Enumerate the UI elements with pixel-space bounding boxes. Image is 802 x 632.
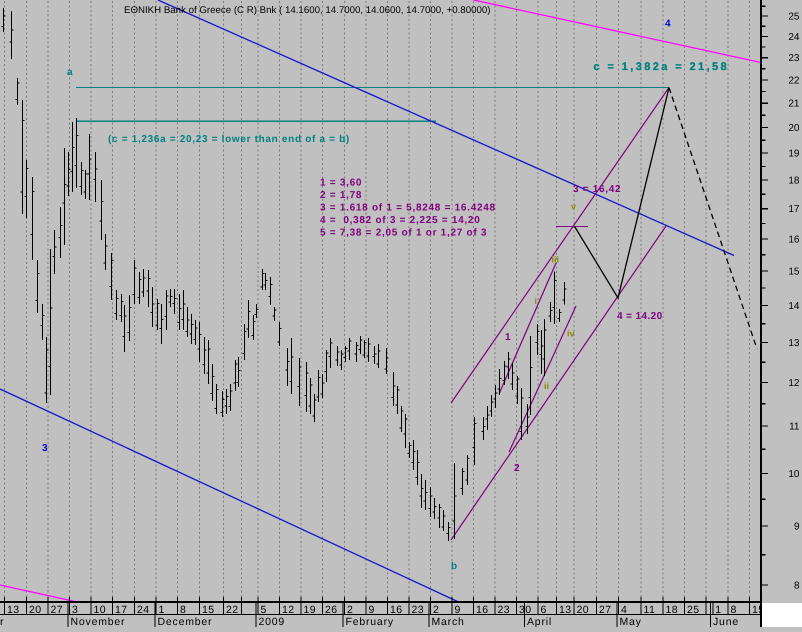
svg-text:11: 11 [644,604,656,616]
svg-text:April: April [527,616,552,627]
svg-text:26: 26 [325,604,337,616]
svg-text:b: b [451,561,457,572]
svg-text:8: 8 [794,580,800,591]
svg-text:19: 19 [304,604,316,616]
svg-text:27: 27 [51,604,63,616]
svg-text:December: December [158,616,213,627]
svg-text:10: 10 [788,469,800,480]
svg-text:i: i [535,296,538,306]
svg-text:10: 10 [94,604,106,616]
svg-text:15: 15 [202,604,214,616]
svg-text:1 = 3,60: 1 = 3,60 [320,178,362,189]
svg-text:21: 21 [788,99,800,110]
svg-text:24: 24 [137,604,149,616]
svg-text:14: 14 [788,301,800,312]
svg-text:23: 23 [788,53,800,64]
svg-text:13: 13 [559,604,571,616]
svg-text:a: a [67,67,73,78]
svg-text:1: 1 [715,604,721,616]
svg-text:11: 11 [789,421,800,432]
svg-text:6: 6 [541,604,547,616]
svg-text:22: 22 [788,75,800,86]
svg-text:9: 9 [455,604,461,616]
svg-text:20: 20 [577,604,589,616]
svg-text:2: 2 [347,604,353,616]
svg-text:November: November [71,616,126,627]
svg-text:23: 23 [412,604,424,616]
svg-text:8: 8 [180,604,186,616]
svg-text:2009: 2009 [259,616,286,627]
svg-text:1: 1 [505,332,511,343]
svg-text:25: 25 [788,12,800,23]
svg-text:9: 9 [794,522,800,533]
svg-text:February: February [346,616,394,627]
svg-text:17: 17 [115,604,127,616]
svg-text:18: 18 [666,604,678,616]
svg-text:4: 4 [665,19,671,30]
svg-text:ii: ii [544,381,549,391]
svg-text:27: 27 [599,604,611,616]
svg-text:16: 16 [788,234,800,245]
svg-text:20: 20 [29,604,41,616]
svg-text:c = 1,382a = 21,58: c = 1,382a = 21,58 [594,61,730,73]
svg-text:5 = 7,38 = 2,05 of 1 or 1,27 o: 5 = 7,38 = 2,05 of 1 or 1,27 of 3 [320,228,487,239]
svg-text:(c = 1,236a = 20,23 = lower th: (c = 1,236a = 20,23 = lower than end of … [108,134,350,145]
svg-text:24: 24 [788,32,800,43]
svg-text:13: 13 [788,338,800,349]
svg-text:2: 2 [433,604,439,616]
svg-text:16: 16 [476,604,488,616]
svg-text:15: 15 [788,267,800,278]
svg-text:3 = 16,42: 3 = 16,42 [573,184,621,195]
svg-text:May: May [620,616,642,627]
svg-text:June: June [713,616,739,627]
svg-text:iii: iii [552,255,560,265]
svg-text:9: 9 [369,604,375,616]
svg-text:12: 12 [788,378,800,389]
svg-text:23: 23 [498,604,510,616]
svg-text:16: 16 [390,604,402,616]
svg-text:22: 22 [226,604,238,616]
svg-text:20: 20 [788,123,800,134]
svg-text:4: 4 [621,604,627,616]
svg-text:19: 19 [788,149,800,160]
svg-text:5: 5 [261,604,267,616]
svg-text:2: 2 [514,463,520,474]
svg-text:30: 30 [519,604,531,616]
svg-text:17: 17 [788,204,800,215]
svg-text:4 = 0,382 of 3 = 2,225 = 14,2: 4 = 0,382 of 3 = 2,225 = 14,20 [320,215,480,226]
svg-text:2 = 1,78: 2 = 1,78 [320,190,362,201]
svg-text:18: 18 [788,176,800,187]
svg-text:March: March [432,616,465,627]
svg-text:4 = 14.20: 4 = 14.20 [617,311,663,322]
svg-text:3: 3 [42,443,48,454]
svg-text:iv: iv [567,329,575,339]
svg-text:25: 25 [687,604,699,616]
svg-text:1: 1 [159,604,165,616]
svg-text:3 = 1.618 of 1 = 5,8248 = 16.4: 3 = 1.618 of 1 = 5,8248 = 16.4248 [320,203,496,214]
svg-text:r: r [0,616,4,627]
svg-text:13: 13 [7,604,19,616]
svg-text:ΕΘΝΙΚΗ Bank of Greece (C R) Bn: ΕΘΝΙΚΗ Bank of Greece (C R) Bnk ( 14.160… [124,5,490,16]
svg-text:8: 8 [731,604,737,616]
svg-text:3: 3 [72,604,78,616]
svg-text:v: v [571,202,576,212]
svg-text:12: 12 [282,604,294,616]
